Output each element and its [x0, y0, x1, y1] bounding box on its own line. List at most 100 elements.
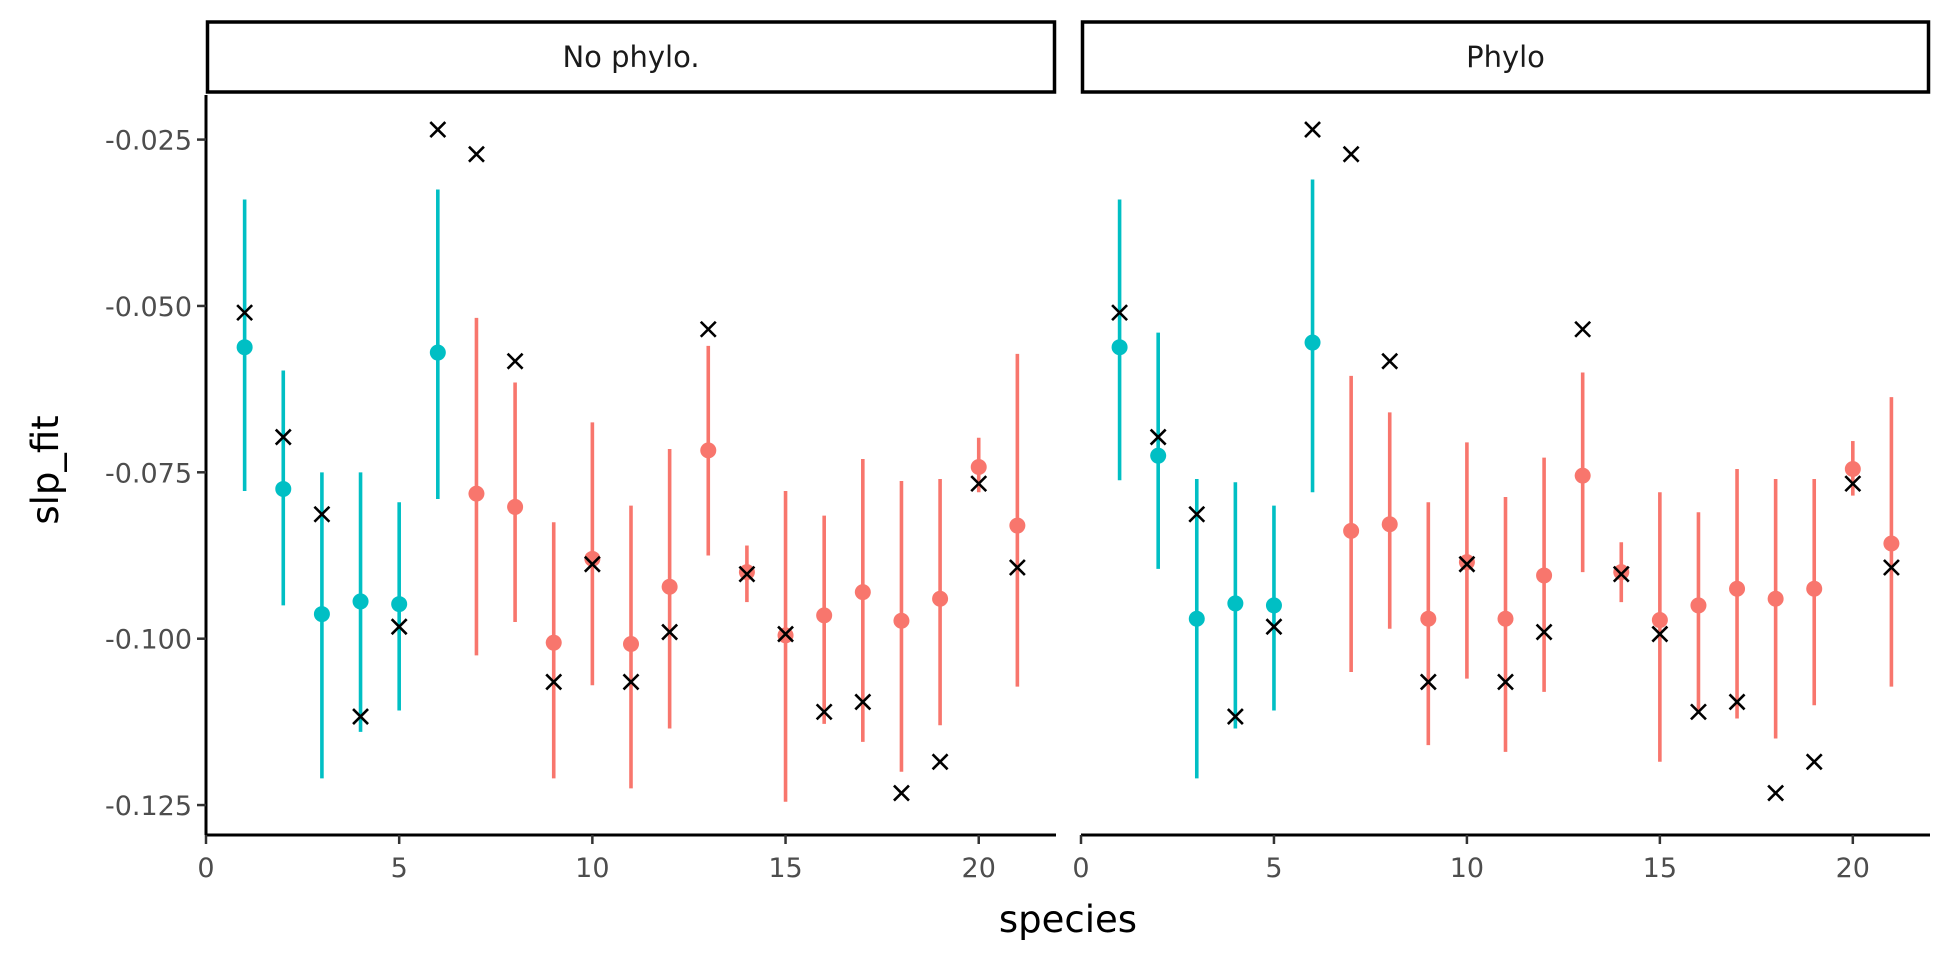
true-value-marker: [1381, 352, 1399, 370]
x-axis-title: species: [999, 898, 1137, 941]
estimate-point: [1381, 516, 1398, 533]
x-tick-label: 15: [768, 853, 802, 884]
true-value-marker: [1188, 505, 1206, 523]
facet-strip: [205, 20, 1057, 94]
true-value-marker: [1690, 703, 1707, 721]
estimate-point: [1188, 610, 1205, 627]
estimate-point: [816, 607, 833, 624]
y-axis-title: slp_fit: [24, 415, 67, 524]
true-value-marker: [274, 428, 292, 446]
true-value-marker: [1882, 559, 1900, 576]
estimate-point: [1690, 597, 1707, 614]
estimate-point: [1150, 447, 1167, 464]
x-tick-label: 0: [1072, 853, 1089, 884]
estimate-point: [661, 578, 678, 595]
true-value-marker: [661, 623, 679, 641]
estimate-point: [1111, 339, 1128, 356]
estimate-point: [429, 344, 446, 361]
facet-strip-label: Phylo: [1466, 40, 1545, 74]
true-value-marker: [506, 352, 524, 370]
estimate-point: [313, 606, 330, 623]
estimate-point: [275, 480, 292, 497]
estimate-point: [854, 584, 871, 601]
true-value-marker: [1535, 623, 1553, 641]
estimate-point: [1458, 554, 1475, 571]
estimate-point: [1343, 522, 1360, 539]
y-tick-label: -0.075: [105, 458, 192, 489]
estimate-point: [1536, 567, 1553, 584]
true-value-marker: [468, 145, 485, 163]
y-tick-label: -0.025: [105, 126, 192, 157]
estimate-point: [1806, 580, 1823, 597]
true-value-marker: [1111, 304, 1129, 322]
true-value-marker: [1226, 708, 1244, 725]
true-value-marker: [893, 784, 910, 802]
x-tick-label: 15: [1643, 853, 1677, 884]
true-value-marker: [352, 708, 369, 725]
x-tick-label: 10: [575, 853, 609, 884]
true-value-marker: [1728, 693, 1746, 711]
y-tick-label: -0.050: [105, 292, 192, 323]
true-value-marker: [970, 475, 988, 493]
true-value-marker: [622, 673, 640, 691]
estimate-point: [352, 593, 369, 610]
true-value-marker: [429, 121, 447, 139]
estimate-point: [1883, 535, 1900, 552]
facet-strip: [1080, 20, 1931, 94]
true-value-marker: [390, 618, 408, 636]
estimate-point: [1420, 610, 1437, 627]
true-value-marker: [545, 673, 563, 691]
true-value-marker: [1574, 320, 1592, 338]
true-value-marker: [1149, 428, 1167, 446]
true-value-marker: [1419, 673, 1437, 691]
panel-1: No phylo. 0 5 10 15 20: [197, 20, 1057, 884]
true-value-marker: [815, 703, 833, 721]
true-value-marker: [583, 555, 601, 573]
true-value-marker: [1612, 565, 1630, 583]
x-tick-label: 20: [1836, 853, 1870, 884]
estimate-point: [236, 339, 253, 356]
estimate-point: [584, 550, 601, 567]
estimate-point: [932, 590, 949, 607]
true-value-marker: [1008, 559, 1026, 576]
estimate-point: [1767, 590, 1784, 607]
estimate-point: [468, 485, 485, 502]
true-value-marker: [854, 693, 872, 711]
estimate-point: [1613, 564, 1630, 581]
true-value-marker: [1844, 475, 1862, 493]
estimate-point: [1227, 595, 1244, 612]
estimate-point: [1265, 597, 1282, 614]
x-tick-label: 5: [1265, 853, 1282, 884]
estimate-point: [893, 612, 910, 629]
estimate-point: [1651, 612, 1668, 629]
y-tick-label: -0.125: [105, 791, 192, 822]
estimate-point: [738, 564, 755, 581]
x-tick-label: 10: [1450, 853, 1484, 884]
estimate-point: [1729, 580, 1746, 597]
x-tick-label: 0: [197, 853, 214, 884]
estimate-point: [1844, 460, 1861, 477]
x-tick-label: 5: [391, 853, 408, 884]
facet-strip-label: No phylo.: [562, 40, 699, 74]
true-value-marker: [1265, 618, 1283, 636]
estimate-point: [545, 634, 562, 651]
estimate-point: [507, 498, 524, 515]
true-value-marker: [1304, 121, 1321, 139]
true-value-marker: [777, 625, 794, 643]
estimate-point: [1304, 334, 1321, 351]
true-value-marker: [1805, 753, 1823, 771]
true-value-marker: [738, 565, 756, 583]
true-value-marker: [1342, 145, 1360, 163]
true-value-marker: [1497, 673, 1514, 691]
estimate-point: [1574, 467, 1591, 484]
true-value-marker: [699, 320, 717, 338]
estimate-point: [1497, 610, 1514, 627]
panel-2: Phylo 0 5 10 15 20: [1072, 20, 1931, 884]
true-value-marker: [313, 505, 331, 523]
estimate-point: [700, 442, 717, 459]
true-value-marker: [1767, 784, 1785, 802]
estimate-point: [623, 636, 639, 653]
estimate-point: [391, 596, 408, 613]
true-value-marker: [931, 753, 949, 771]
